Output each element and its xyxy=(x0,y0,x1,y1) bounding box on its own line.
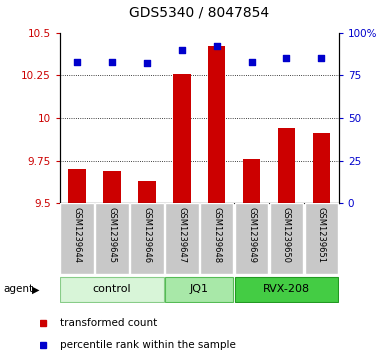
Text: percentile rank within the sample: percentile rank within the sample xyxy=(60,340,236,350)
Point xyxy=(74,59,80,65)
Point xyxy=(179,47,185,53)
Point xyxy=(248,59,254,65)
Bar xyxy=(243,159,260,203)
Bar xyxy=(165,203,199,274)
Bar xyxy=(60,203,94,274)
Bar xyxy=(60,277,164,302)
Bar xyxy=(235,277,338,302)
Bar xyxy=(69,169,86,203)
Text: ▶: ▶ xyxy=(32,285,40,294)
Text: GSM1239644: GSM1239644 xyxy=(73,207,82,263)
Point xyxy=(318,55,325,61)
Text: GSM1239648: GSM1239648 xyxy=(212,207,221,263)
Text: transformed count: transformed count xyxy=(60,318,157,327)
Point xyxy=(109,59,115,65)
Bar xyxy=(305,203,338,274)
Point xyxy=(283,55,290,61)
Text: GSM1239647: GSM1239647 xyxy=(177,207,186,263)
Text: JQ1: JQ1 xyxy=(190,284,209,294)
Text: RVX-208: RVX-208 xyxy=(263,284,310,294)
Text: GDS5340 / 8047854: GDS5340 / 8047854 xyxy=(129,6,269,20)
Bar xyxy=(165,277,233,302)
Text: GSM1239649: GSM1239649 xyxy=(247,207,256,263)
Bar xyxy=(208,46,225,203)
Point xyxy=(214,44,220,49)
Bar xyxy=(270,203,303,274)
Text: GSM1239651: GSM1239651 xyxy=(317,207,326,263)
Bar xyxy=(138,181,156,203)
Bar xyxy=(278,128,295,203)
Text: GSM1239646: GSM1239646 xyxy=(142,207,151,263)
Bar xyxy=(200,203,233,274)
Text: GSM1239645: GSM1239645 xyxy=(107,207,117,263)
Text: agent: agent xyxy=(4,285,34,294)
Bar xyxy=(130,203,164,274)
Point xyxy=(144,61,150,66)
Bar xyxy=(95,203,129,274)
Bar xyxy=(173,74,191,203)
Text: control: control xyxy=(93,284,131,294)
Bar xyxy=(103,171,121,203)
Text: GSM1239650: GSM1239650 xyxy=(282,207,291,263)
Bar xyxy=(313,133,330,203)
Bar xyxy=(235,203,268,274)
